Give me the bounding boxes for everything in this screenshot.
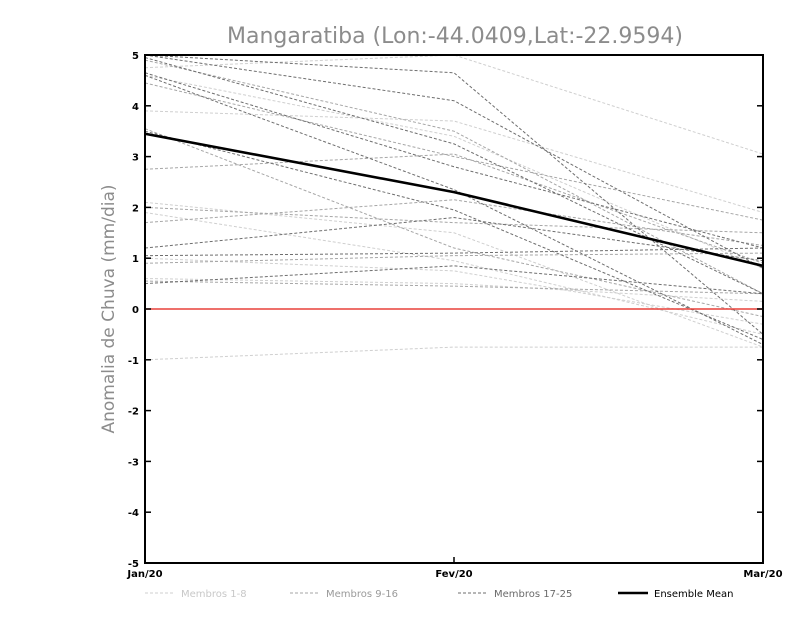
member-series-line [144,54,764,269]
member-series-line [144,206,764,234]
member-series-line [144,199,764,246]
member-series-line [144,59,764,295]
y-tick-label: 5 [132,51,139,62]
x-axis-ticks: Jan/20 Fev/20 Mar/20 [126,557,783,580]
x-tick-label: Jan/20 [126,569,162,580]
y-tick-label: 3 [132,153,139,164]
member-series-line [144,72,764,249]
x-tick-label: Fev/20 [435,569,472,580]
y-tick-label: -2 [128,407,139,418]
member-series-line [144,217,764,262]
member-series-line [144,280,764,295]
ensemble-mean-layer [144,132,764,268]
x-tick-label: Mar/20 [743,569,782,580]
member-series-line [144,153,764,264]
y-tick-label: -3 [128,457,139,468]
member-series-line [144,265,764,295]
y-axis-label: Anomalia de Chuva (mm/dia) [99,184,119,433]
member-series-line [144,211,764,335]
member-series-line [144,130,764,340]
legend-label: Membros 9-16 [326,589,398,600]
y-tick-label: -4 [128,508,139,519]
y-tick-label: -1 [128,356,139,367]
legend: Membros 1-8 Membros 9-16 Membros 17-25 Ense… [145,589,733,600]
member-series-line [144,278,764,302]
member-series-line [144,74,764,346]
y-tick-label: 0 [132,305,139,316]
member-series-line [144,252,764,264]
member-series-line [144,346,763,361]
y-tick-label: -5 [128,559,139,570]
member-series-line [144,110,764,213]
member-series-line [144,128,764,318]
ensemble-mean-line [144,132,764,268]
member-series-line [144,82,764,221]
y-tick-label: 4 [132,102,139,113]
member-series-line [144,57,764,295]
member-series-line [144,54,764,335]
member-series-line [144,54,764,155]
member-series-line [144,74,764,269]
legend-label: Ensemble Mean [654,589,733,600]
series-layer [144,54,764,361]
y-axis-ticks: 5 4 3 2 1 0 -1 -2 -3 -4 -5 [128,51,763,570]
y-tick-label: 1 [132,254,139,265]
member-series-line [144,247,764,257]
chart-title: Mangaratiba (Lon:-44.0409,Lat:-22.9594) [227,24,683,49]
legend-label: Membros 1-8 [181,589,247,600]
legend-label: Membros 17-25 [494,589,572,600]
y-tick-label: 2 [132,203,139,214]
